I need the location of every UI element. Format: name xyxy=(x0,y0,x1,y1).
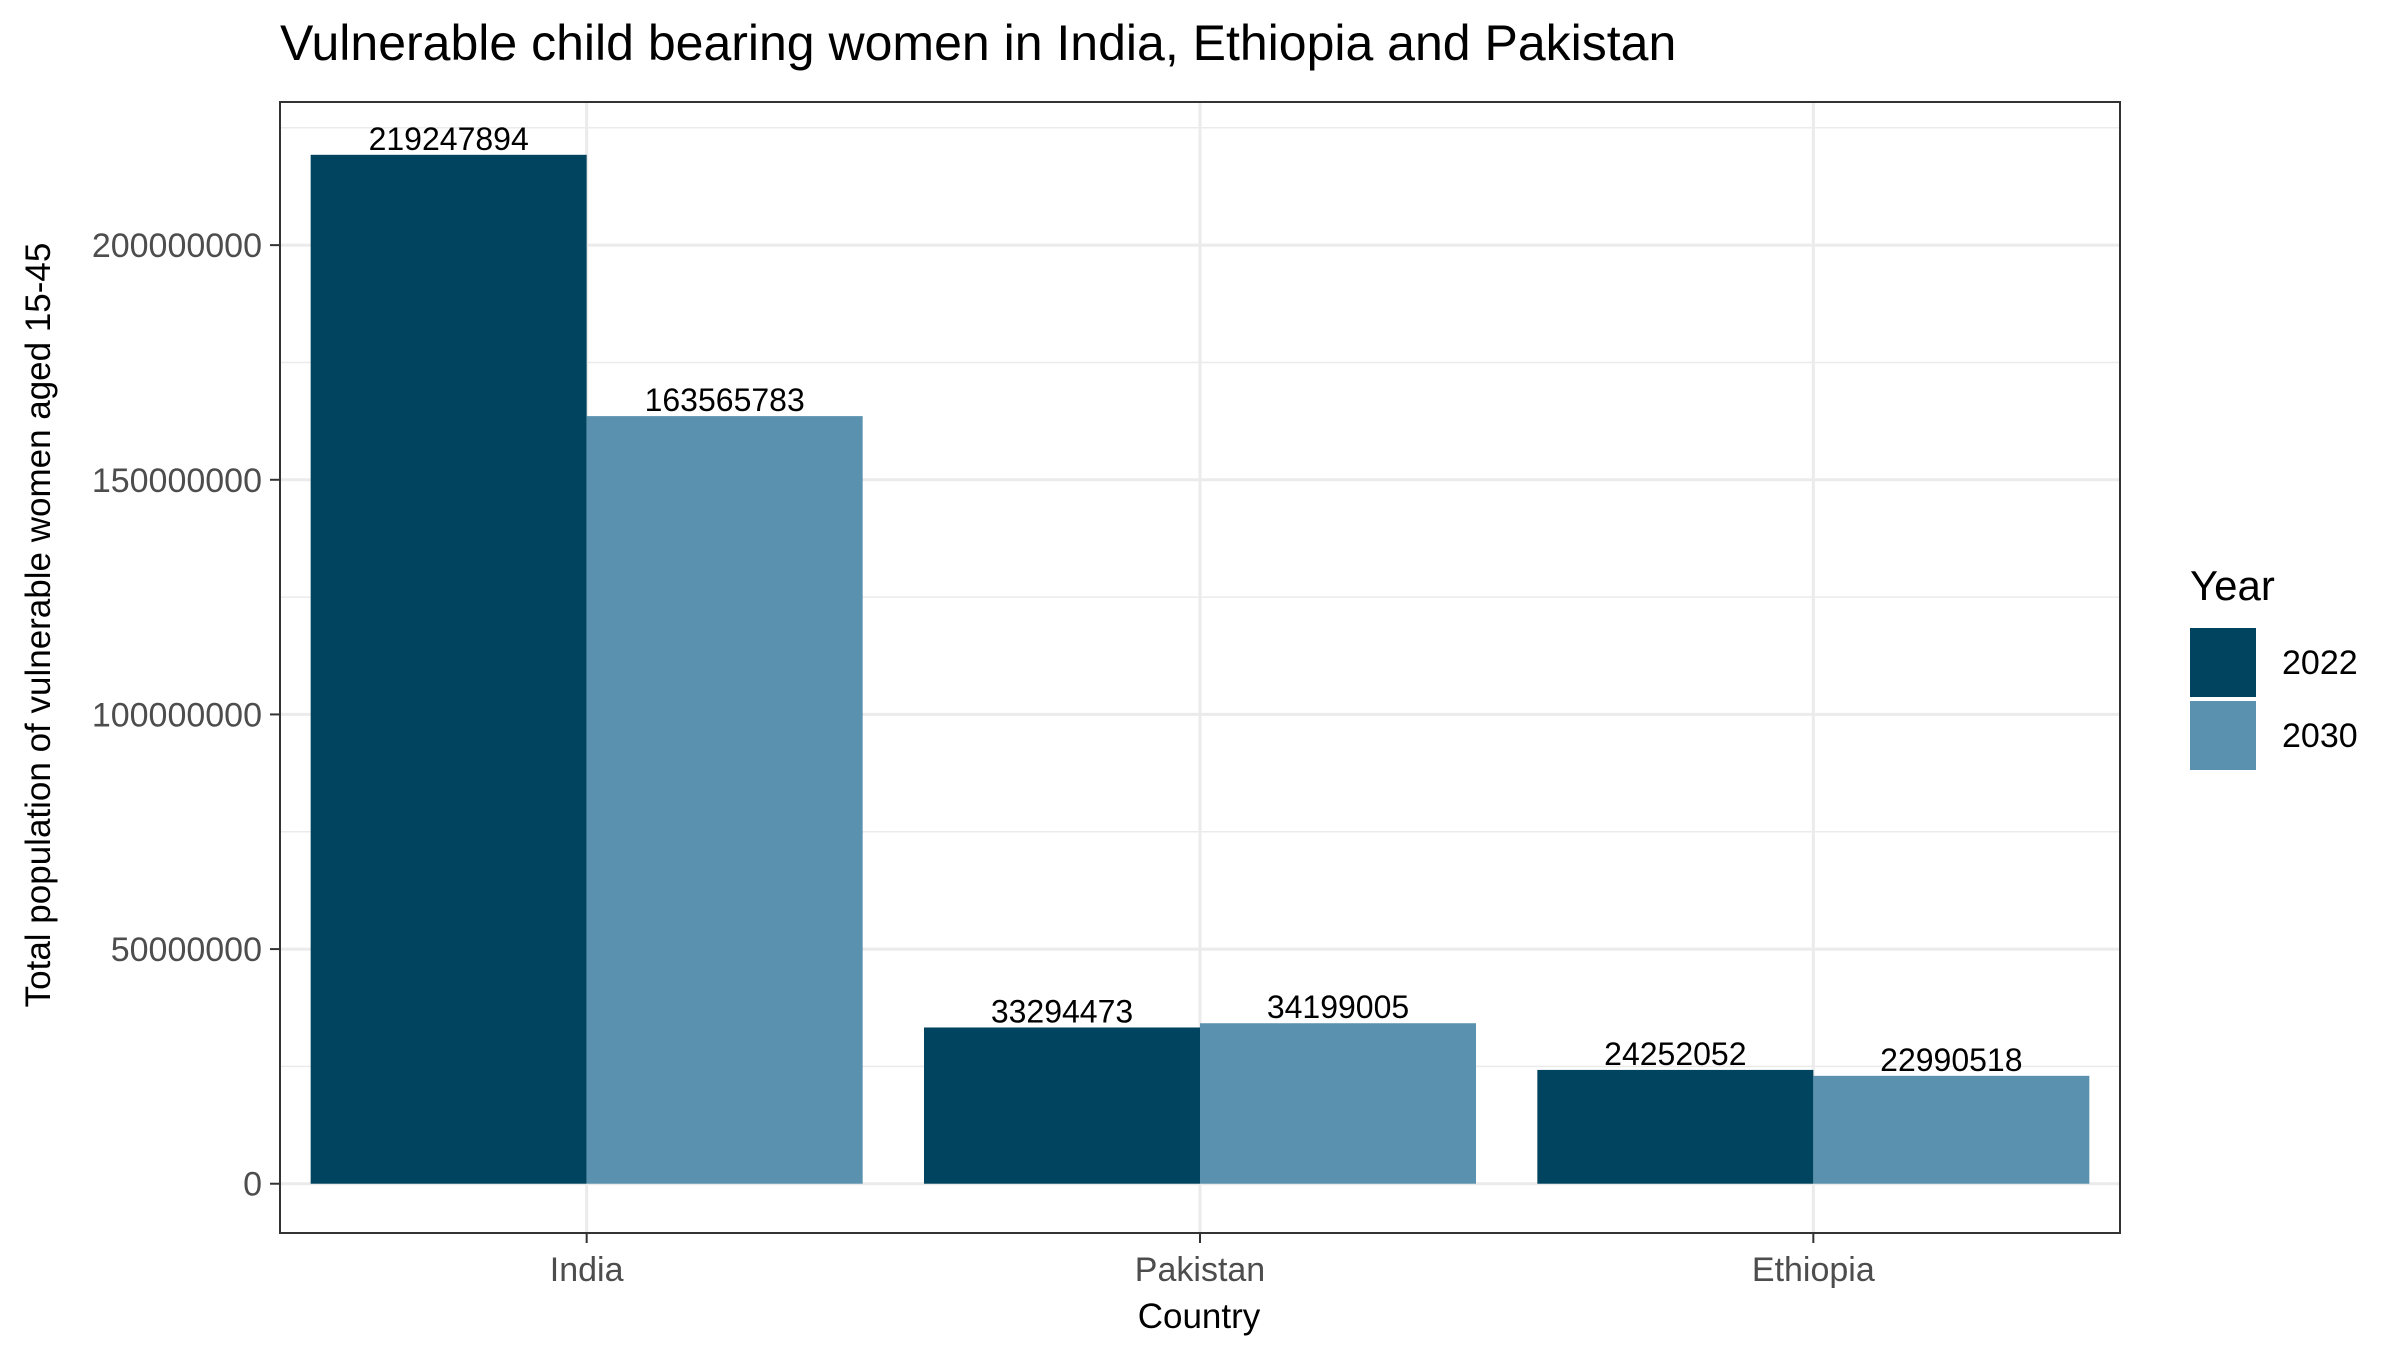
y-tick-label: 200000000 xyxy=(92,227,262,265)
x-tick-label: Ethiopia xyxy=(1752,1251,1875,1289)
bar-india-2030 xyxy=(586,416,863,1184)
data-label: 163565783 xyxy=(645,382,805,418)
x-tick-label: India xyxy=(550,1251,624,1289)
bar-india-2022 xyxy=(310,154,587,1184)
legend-title: Year xyxy=(2190,562,2275,609)
bar-ethiopia-2030 xyxy=(1813,1075,2090,1184)
data-label: 33294473 xyxy=(991,993,1133,1029)
plot-panel: 0 50000000 100000000 150000000 200000000 2192… xyxy=(92,101,2121,1289)
y-tick-label: 150000000 xyxy=(92,462,262,500)
legend-label: 2030 xyxy=(2282,717,2358,755)
bar-ethiopia-2022 xyxy=(1537,1069,1814,1184)
chart-title: Vulnerable child bearing women in India,… xyxy=(280,15,1676,71)
y-tick-label: 0 xyxy=(243,1166,262,1204)
panel-border xyxy=(279,101,2121,1234)
bar-pakistan-2030 xyxy=(1200,1023,1476,1184)
data-label: 22990518 xyxy=(1880,1042,2022,1078)
bar-pakistan-2022 xyxy=(924,1027,1200,1184)
data-label: 219247894 xyxy=(369,121,529,157)
y-tick-label: 50000000 xyxy=(111,931,262,969)
x-tick-label: Pakistan xyxy=(1135,1251,1265,1289)
legend-key-2030 xyxy=(2190,701,2256,770)
data-label: 24252052 xyxy=(1604,1036,1746,1072)
y-tick-label: 100000000 xyxy=(92,696,262,734)
data-label: 34199005 xyxy=(1267,989,1409,1025)
legend-label: 2022 xyxy=(2282,644,2358,682)
x-axis-title: Country xyxy=(1138,1297,1261,1336)
y-axis-title: Total population of vulnerable women age… xyxy=(19,243,58,1008)
legend-key-2022 xyxy=(2190,628,2256,697)
legend: Year 2022 2030 xyxy=(2190,562,2358,770)
